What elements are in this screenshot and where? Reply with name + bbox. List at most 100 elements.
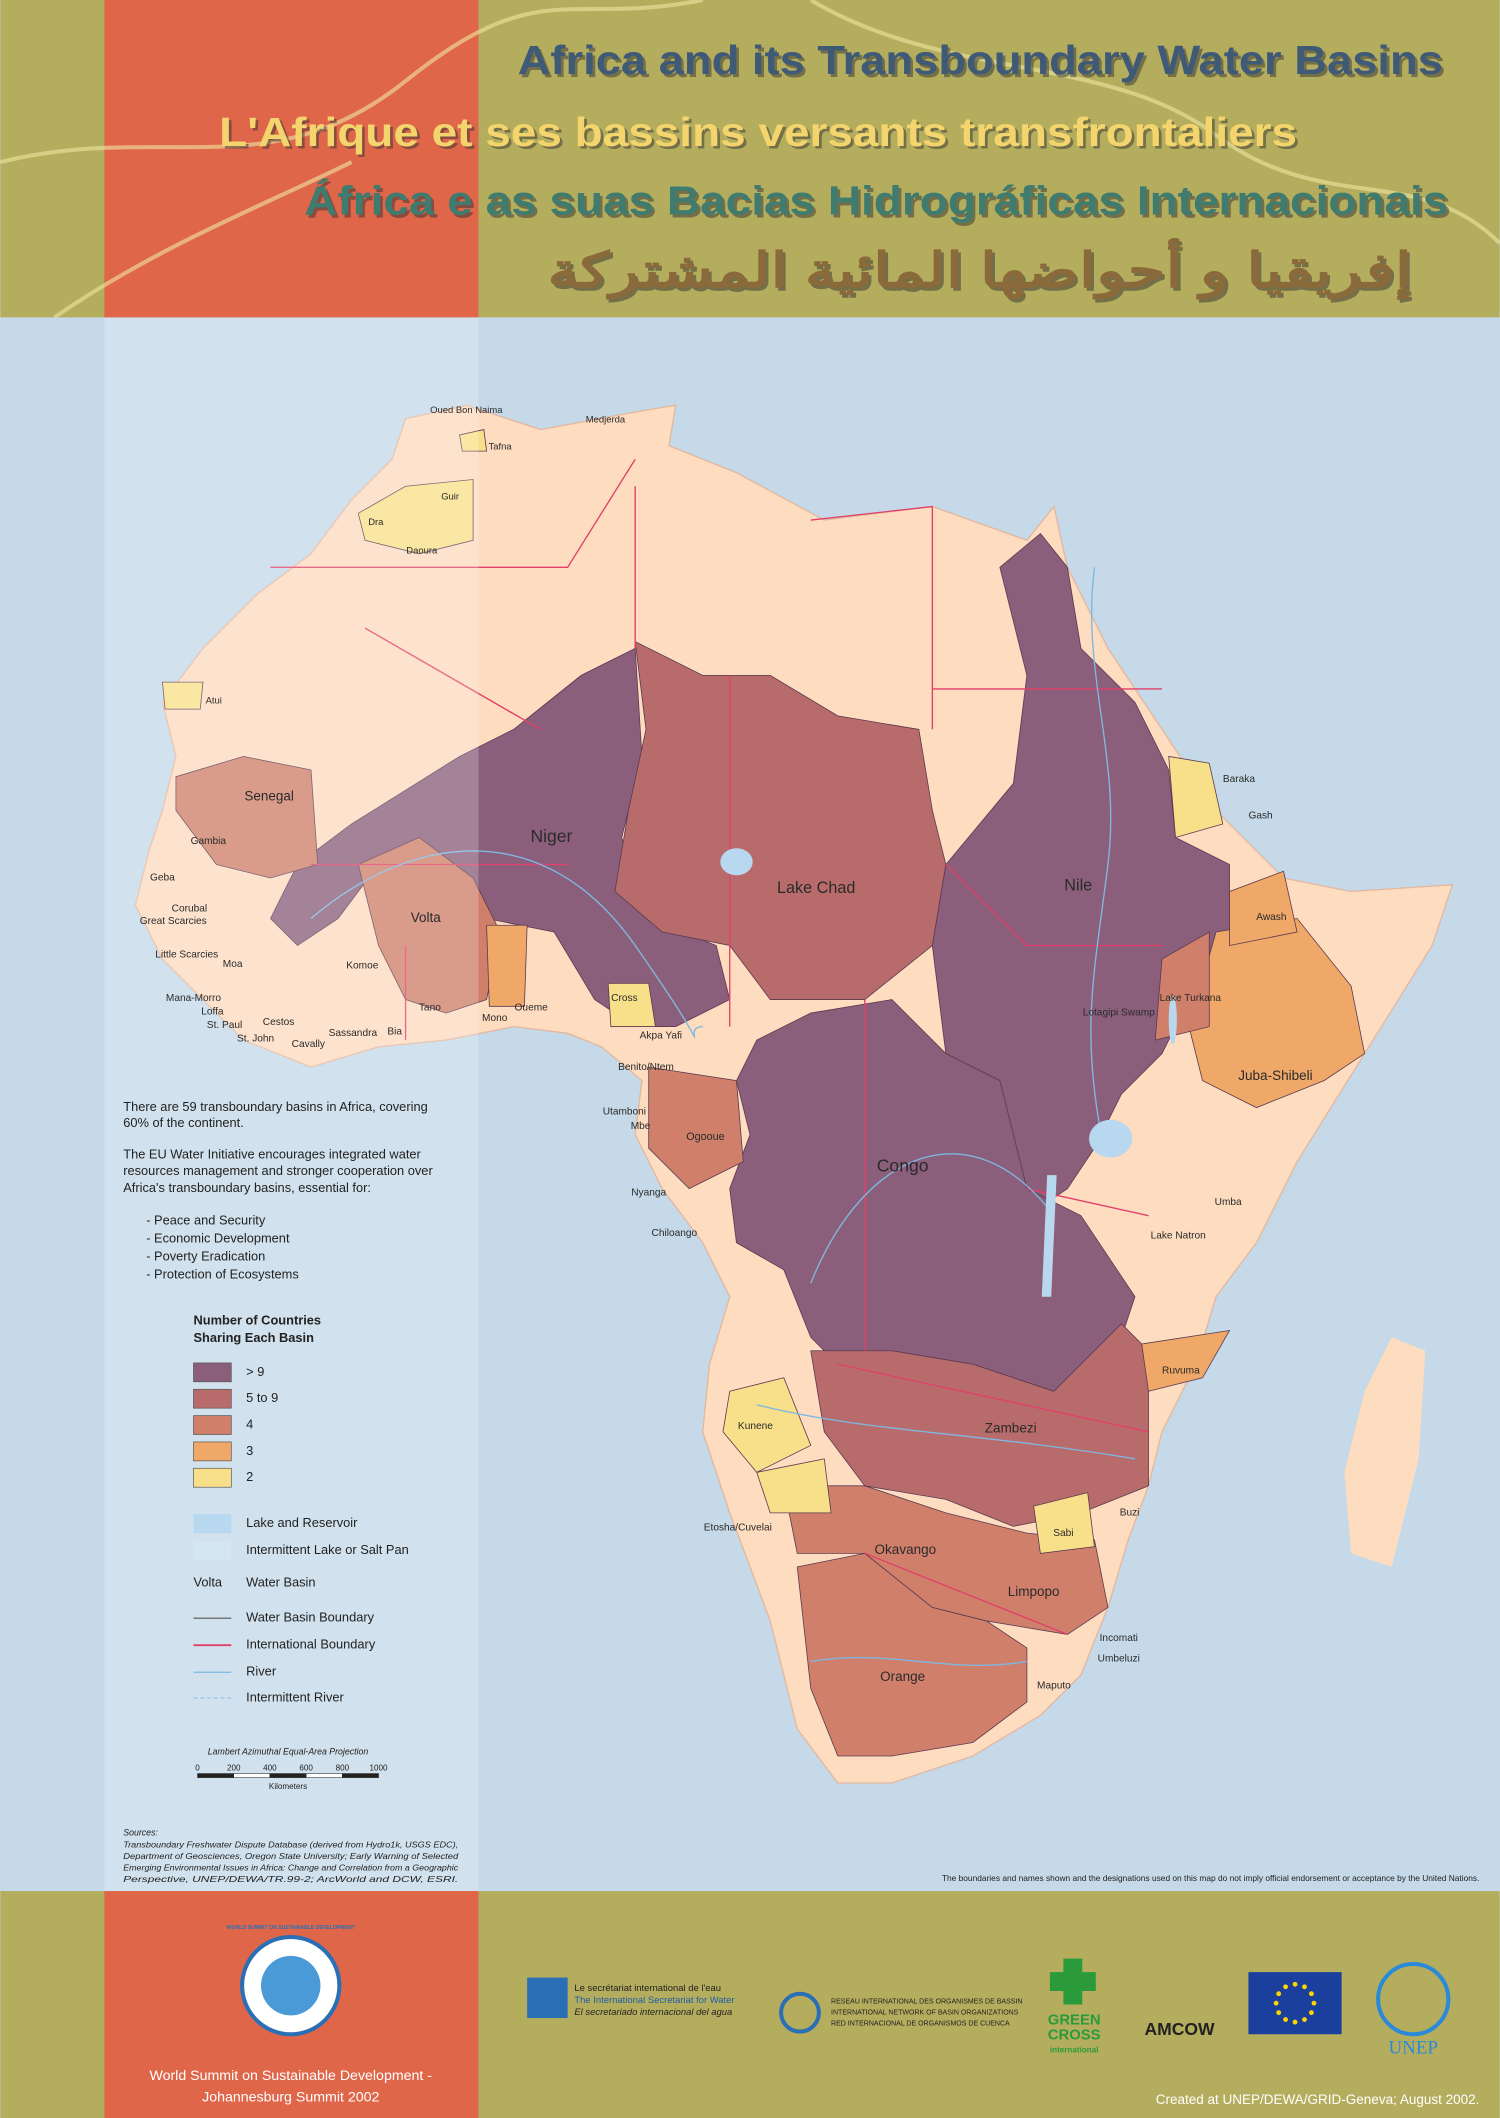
basin-label: Orange xyxy=(880,1669,925,1684)
basin-label: Gambia xyxy=(191,836,227,847)
goal: - Peace and Security xyxy=(146,1212,266,1227)
footer-summit: World Summit on Sustainable Development … xyxy=(149,2068,432,2084)
basin-label: Awash xyxy=(1256,912,1286,923)
basin-label: Corubal xyxy=(172,904,207,915)
basin-label: Sabi xyxy=(1053,1528,1073,1539)
basin-label: Atui xyxy=(206,696,222,707)
legend-label: River xyxy=(246,1664,277,1679)
basin-label: Tafna xyxy=(489,442,513,453)
legend-label: 3 xyxy=(246,1443,253,1458)
goal: - Poverty Eradication xyxy=(146,1248,265,1263)
green-cross-logo xyxy=(1049,1958,1096,2005)
basin xyxy=(357,837,501,1014)
basin-label: Juba-Shibeli xyxy=(1238,1068,1312,1083)
basin-label: Guir xyxy=(441,492,459,503)
basin xyxy=(607,982,656,1027)
header-rivers xyxy=(0,0,1500,320)
basin-label: Senegal xyxy=(244,789,294,804)
eu-star xyxy=(1311,2000,1317,2006)
scale-segment xyxy=(197,1773,235,1778)
basin-label: Tano xyxy=(419,1002,441,1013)
legend-swatch xyxy=(193,1388,232,1409)
basin xyxy=(756,1458,832,1514)
legend-label: > 9 xyxy=(246,1364,264,1379)
scale-tick-label: 600 xyxy=(299,1763,313,1772)
eu-star xyxy=(1308,1991,1314,1997)
basin xyxy=(1229,870,1298,947)
riob-text: RESEAU INTERNATIONAL DES ORGANISMES DE B… xyxy=(831,1999,1022,2006)
legend-label: 2 xyxy=(246,1469,253,1484)
basin-label: Utamboni xyxy=(603,1106,646,1117)
info-text: There are 59 transboundary basins in Afr… xyxy=(123,1099,427,1114)
scale-tick-label: 1000 xyxy=(370,1763,389,1772)
basin-label: Loffa xyxy=(201,1006,224,1017)
eu-star xyxy=(1292,2019,1298,2025)
lake xyxy=(720,848,753,876)
title: Africa and its Transboundary Water Basin… xyxy=(518,37,1443,83)
eu-star xyxy=(1302,1984,1307,1990)
basin-label: Medjerda xyxy=(586,415,626,426)
info-text: 60% of the continent. xyxy=(123,1115,244,1130)
basin-label: Lake Chad xyxy=(777,879,855,897)
legend-label: Intermittent Lake or Salt Pan xyxy=(246,1542,409,1557)
map xyxy=(134,404,1454,1784)
legend-swatch xyxy=(193,1415,232,1435)
scale-segment xyxy=(342,1773,379,1778)
scale-segment xyxy=(269,1773,307,1778)
legend-title: Sharing Each Basin xyxy=(193,1330,314,1345)
legend-sample: Volta xyxy=(193,1574,222,1589)
basin xyxy=(1154,931,1210,1041)
legend-label: Water Basin Boundary xyxy=(246,1610,374,1625)
unep-logo xyxy=(1376,1961,1451,2037)
scale-unit: Kilometers xyxy=(269,1782,307,1791)
basin-label: St. Paul xyxy=(207,1020,242,1031)
basin-label: Umba xyxy=(1215,1197,1242,1208)
basin-label: Nyanga xyxy=(631,1187,666,1198)
title-shadow: L'Afrique et ses bassins versants transf… xyxy=(222,111,1300,157)
basin-label: Congo xyxy=(877,1156,929,1176)
basin-label: Benito/Ntem xyxy=(618,1062,674,1073)
secretariat-logo xyxy=(527,1977,568,2019)
basin-label: Akpa Yafi xyxy=(640,1031,682,1042)
basin-label: Mbe xyxy=(631,1121,651,1132)
eu-star xyxy=(1308,2010,1314,2016)
legend-swatch xyxy=(193,1541,232,1561)
basin-label: Umbeluzi xyxy=(1098,1653,1140,1664)
legend-swatch xyxy=(193,1362,232,1383)
scale-segment xyxy=(305,1773,343,1778)
basin-label: Sassandra xyxy=(329,1028,378,1039)
sources-heading: Sources: xyxy=(123,1827,158,1837)
secretariat-text: The International Secretariat for Water xyxy=(574,1995,734,2006)
lake xyxy=(1168,995,1177,1045)
legend-swatch xyxy=(193,1514,232,1534)
side-panel xyxy=(104,317,479,1892)
basin-label: Dra xyxy=(368,517,384,528)
green-cross-text: CROSS xyxy=(1048,2028,1101,2044)
basin-label: Gash xyxy=(1248,811,1272,822)
header-stripe xyxy=(104,0,479,318)
goal: - Protection of Ecosystems xyxy=(146,1266,299,1281)
info-text: resources management and stronger cooper… xyxy=(123,1163,433,1178)
amcow: AMCOW xyxy=(1144,2019,1215,2039)
basin-label: Mono xyxy=(482,1013,508,1024)
legend-label: 4 xyxy=(246,1416,253,1431)
basin-label: Ogooue xyxy=(686,1131,724,1143)
title: إفريقيا و أحواضها المائية المشتركة xyxy=(547,237,1411,301)
basin-label: St. John xyxy=(237,1033,274,1044)
info-text: The EU Water Initiative encourages integ… xyxy=(123,1146,421,1161)
eu-star xyxy=(1276,1991,1282,1997)
basin-label: Ruvuma xyxy=(1162,1366,1200,1377)
basin-label: Lake Natron xyxy=(1151,1231,1206,1242)
sources-line: Transboundary Freshwater Dispute Databas… xyxy=(123,1839,458,1849)
basin-label: Cavally xyxy=(292,1039,326,1050)
riob-text: RED INTERNACIONAL DE ORGANISMOS DE CUENC… xyxy=(831,2020,1010,2027)
basin-label: Niger xyxy=(530,826,572,846)
basin-label: Chiloango xyxy=(652,1228,698,1239)
lake xyxy=(1089,1119,1133,1158)
basin-label: Okavango xyxy=(875,1542,937,1557)
green-cross-text: GREEN xyxy=(1048,2013,1101,2029)
texts: Africa and its Transboundary Water Basin… xyxy=(123,37,1479,2107)
eu-star xyxy=(1273,2000,1279,2006)
legend-label: Lake and Reservoir xyxy=(246,1515,358,1530)
